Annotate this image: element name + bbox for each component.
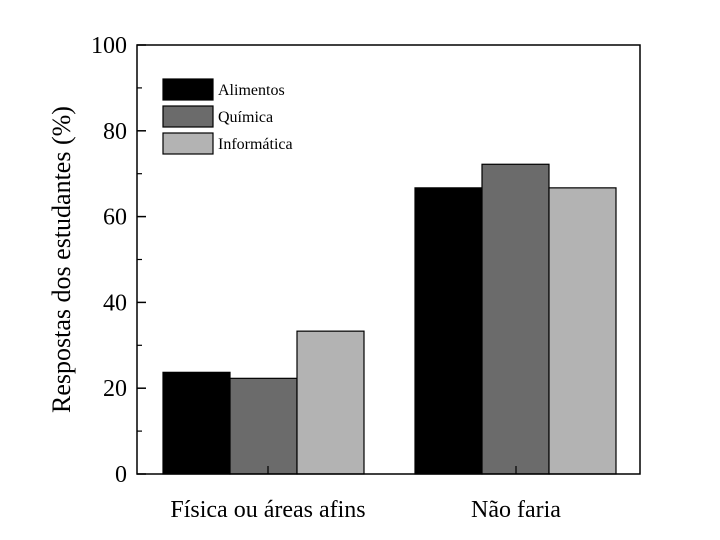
y-tick-label: 80 (103, 119, 127, 145)
bar (229, 377, 298, 475)
legend-swatch (162, 78, 214, 101)
bars-group (162, 163, 617, 475)
legend-label: Alimentos (218, 82, 285, 99)
y-tick-label: 40 (103, 290, 127, 316)
legend-swatch (162, 132, 214, 155)
x-category-label: Não faria (471, 497, 561, 523)
bar (162, 371, 231, 475)
y-tick-label: 20 (103, 376, 127, 402)
x-category-label: Física ou áreas afins (170, 497, 365, 523)
legend-swatch (162, 105, 214, 128)
legend: Alimentos Química Informática (162, 78, 293, 155)
legend-label: Química (218, 109, 273, 126)
bar (296, 330, 365, 475)
y-tick-label: 60 (103, 205, 127, 231)
bar (548, 187, 617, 475)
y-tick-label: 100 (91, 33, 127, 59)
y-axis-ticks: 0 20 40 60 80 100 (91, 33, 146, 488)
bar (481, 163, 550, 475)
y-axis-title: Respostas dos estudantes (%) (47, 106, 76, 413)
x-axis-ticks: Física ou áreas afins Não faria (170, 466, 561, 523)
bar (414, 187, 483, 475)
y-tick-label: 0 (115, 462, 127, 488)
legend-label: Informática (218, 136, 293, 153)
